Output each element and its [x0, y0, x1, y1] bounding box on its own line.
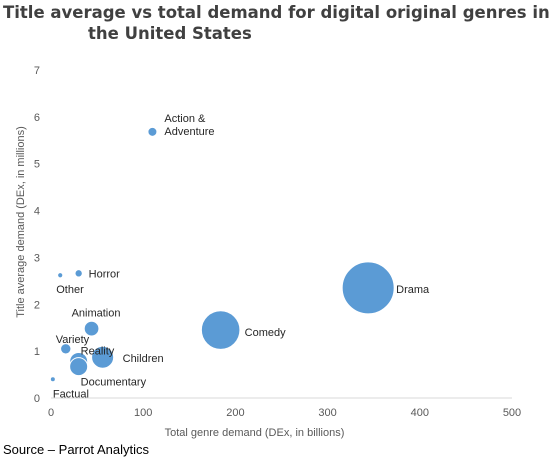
bubble-drama	[341, 261, 395, 315]
y-tick-label-3: 3	[34, 252, 40, 264]
point-label-variety: Variety	[56, 334, 90, 346]
point-label-drama: Drama	[396, 284, 430, 296]
chart-title: Title average vs total demand for digita…	[0, 2, 558, 44]
y-tick-label-1: 1	[34, 346, 40, 358]
point-label-other: Other	[56, 284, 84, 296]
y-tick-label-4: 4	[34, 206, 40, 218]
bubble-variety	[60, 343, 72, 355]
bubble-other	[57, 272, 64, 279]
source-note: Source – Parrot Analytics	[3, 442, 149, 457]
y-tick-label-5: 5	[34, 159, 40, 171]
bubble-comedy	[200, 310, 241, 350]
x-tick-label-100: 100	[134, 407, 152, 419]
y-tick-label-2: 2	[34, 299, 40, 311]
x-tick-label-200: 200	[226, 407, 244, 419]
chart-title-line-1: Title average vs total demand for digita…	[3, 3, 550, 22]
point-label-horror: Horror	[89, 268, 121, 280]
chart-title-line-2: the United States	[88, 24, 252, 43]
y-tick-label-0: 0	[34, 393, 40, 405]
bubble-horror	[74, 269, 83, 278]
bubble-animation	[83, 320, 100, 337]
point-label-comedy: Comedy	[245, 327, 286, 339]
point-label-action-adventure: Action & Adventure	[164, 113, 214, 138]
bubble-documentary	[69, 357, 89, 377]
y-axis-label: Title average demand (DEx, in millions)	[15, 126, 27, 318]
y-tick-label-7: 7	[34, 65, 40, 77]
x-tick-label-0: 0	[48, 407, 54, 419]
point-label-factual: Factual	[53, 388, 89, 400]
bubble-factual	[49, 376, 56, 383]
point-label-animation: Animation	[72, 308, 121, 320]
x-tick-label-300: 300	[318, 407, 336, 419]
x-tick-label-400: 400	[411, 407, 429, 419]
x-tick-label-500: 500	[503, 407, 521, 419]
bubble-action-adventure	[147, 126, 158, 137]
point-label-documentary: Documentary	[81, 377, 147, 389]
point-label-children: Children	[123, 353, 164, 365]
bubble-children	[91, 345, 115, 369]
point-label-reality: Reality	[81, 345, 115, 357]
y-tick-label-6: 6	[34, 112, 40, 124]
x-axis-label: Total genre demand (DEx, in billions)	[165, 427, 345, 439]
